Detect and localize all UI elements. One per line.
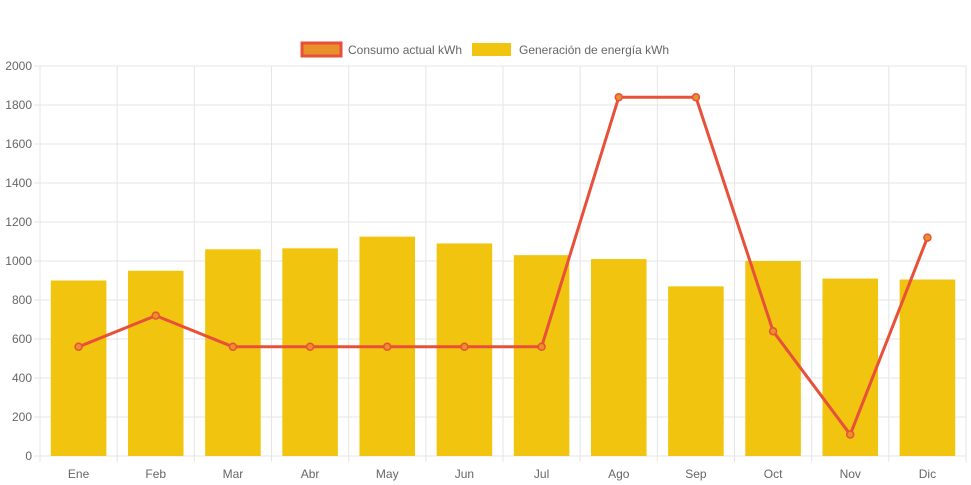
x-axis: Ene Feb Mar Abr May Jun Jul Ago Sep Oct Nov Dic — [68, 467, 936, 481]
bar[interactable] — [590, 259, 647, 456]
x-tick-label: Ago — [608, 467, 630, 481]
x-tick-label: Dic — [919, 467, 936, 481]
y-tick-label: 400 — [12, 371, 32, 385]
legend-label-consumo[interactable]: Consumo actual kWh — [348, 43, 462, 57]
line-point[interactable] — [74, 342, 83, 352]
bar[interactable] — [899, 279, 956, 456]
y-tick-label: 1400 — [5, 176, 32, 190]
legend: Consumo actual kWh Generación de energía… — [300, 41, 669, 58]
line-point[interactable] — [614, 92, 623, 102]
line-point[interactable] — [383, 342, 392, 352]
x-tick-label: Nov — [840, 467, 861, 481]
y-axis: 0 200 400 600 800 1000 1200 1400 1600 1800 2000 — [5, 59, 32, 463]
y-tick-label: 800 — [12, 293, 32, 307]
x-tick-label: Sep — [685, 467, 707, 481]
x-tick-label: Jul — [534, 467, 549, 481]
bar[interactable] — [822, 278, 879, 456]
bar[interactable] — [282, 248, 338, 456]
line-point[interactable] — [923, 233, 932, 242]
y-tick-label: 0 — [25, 449, 32, 463]
bar[interactable] — [50, 280, 107, 457]
x-tick-label: Ene — [68, 467, 90, 481]
line-series — [74, 92, 932, 439]
x-tick-label: Feb — [145, 467, 166, 481]
line-point[interactable] — [846, 430, 855, 439]
x-tick-label: Abr — [301, 467, 320, 481]
y-tick-label: 1200 — [5, 215, 32, 229]
line-point[interactable] — [151, 311, 160, 320]
line-point[interactable] — [691, 92, 701, 102]
x-tick-label: Oct — [764, 467, 783, 481]
y-tick-label: 1000 — [5, 254, 32, 268]
bar[interactable] — [668, 286, 724, 456]
x-tick-label: Mar — [223, 467, 244, 481]
bar[interactable] — [127, 270, 184, 456]
y-tick-label: 200 — [12, 410, 32, 424]
legend-swatch-generacion[interactable] — [472, 43, 511, 56]
y-tick-label: 600 — [12, 332, 32, 346]
line-point[interactable] — [305, 342, 315, 352]
legend-swatch-consumo[interactable] — [300, 41, 343, 58]
line-point[interactable] — [537, 342, 546, 352]
x-tick-label: Jun — [455, 467, 474, 481]
y-tick-label: 1600 — [5, 137, 32, 151]
series-line — [78, 95, 929, 437]
line-point[interactable] — [768, 326, 778, 336]
y-tick-label: 2000 — [5, 59, 32, 73]
y-tick-label: 1800 — [5, 98, 32, 112]
bar[interactable] — [205, 249, 261, 456]
line-point[interactable] — [228, 342, 238, 352]
line-point[interactable] — [460, 342, 469, 352]
x-tick-label: May — [376, 467, 399, 481]
bars — [50, 236, 956, 457]
grid — [34, 65, 967, 462]
legend-label-generacion[interactable]: Generación de energía kWh — [519, 43, 669, 57]
